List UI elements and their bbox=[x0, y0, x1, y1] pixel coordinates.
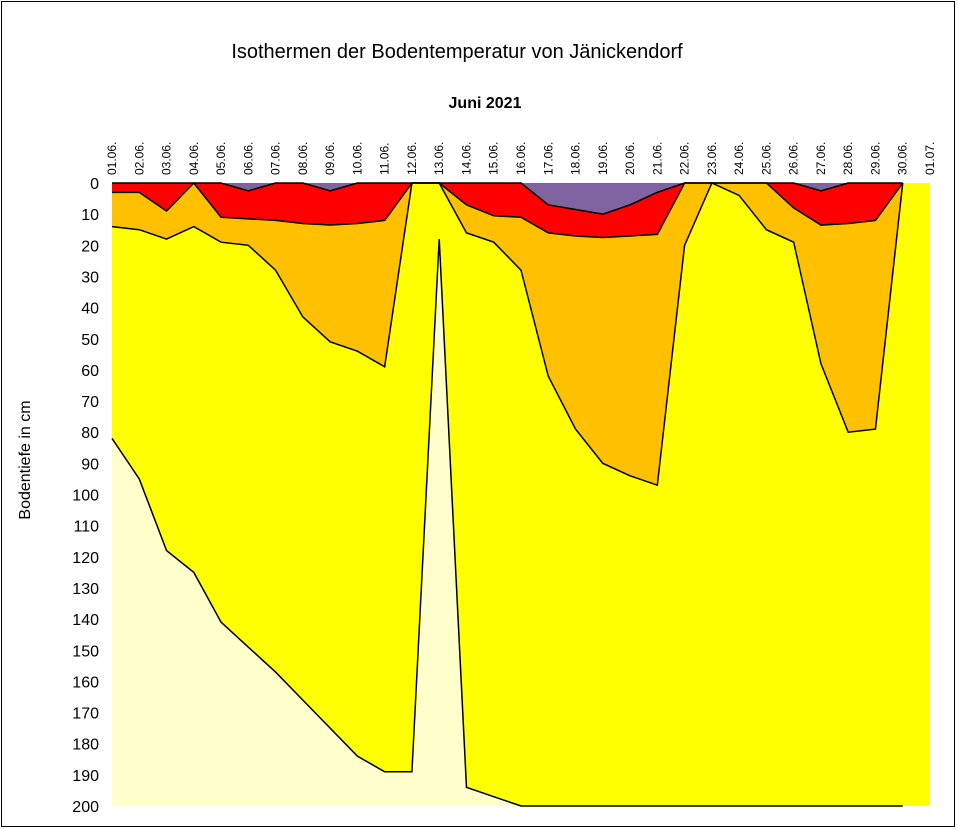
x-tick-label: 20.06. bbox=[623, 142, 637, 175]
x-tick-label: 05.06. bbox=[214, 142, 228, 175]
y-tick-label: 50 bbox=[81, 332, 99, 349]
x-tick-label: 18.06. bbox=[569, 142, 583, 175]
y-axis-label: Bodentiefe in cm bbox=[17, 400, 34, 519]
plot-area bbox=[111, 181, 930, 807]
y-tick-label: 150 bbox=[72, 643, 99, 660]
x-tick-label: 24.06. bbox=[732, 142, 746, 175]
x-tick-label: 23.06. bbox=[705, 142, 719, 175]
y-axis-ticks: 0 10 20 30 40 50 60 70 80 90 100 110 120 130 140 150 160… bbox=[72, 176, 99, 816]
x-tick-label: 25.06. bbox=[759, 142, 773, 175]
chart-title: Isothermen der Bodentemperatur von Jänic… bbox=[231, 41, 683, 63]
y-tick-label: 90 bbox=[81, 456, 99, 473]
x-tick-label: 15.06. bbox=[487, 142, 501, 175]
x-tick-label: 30.06. bbox=[896, 142, 910, 175]
x-tick-label: 21.06. bbox=[650, 142, 664, 175]
isotherm-area-3 bbox=[112, 183, 903, 215]
x-tick-label: 06.06. bbox=[241, 142, 255, 175]
isotherm-line-2 bbox=[112, 181, 904, 239]
x-tick-label: 17.06. bbox=[541, 142, 555, 175]
y-tick-label: 190 bbox=[72, 768, 99, 785]
isotherm-line-1 bbox=[111, 182, 904, 487]
x-axis-ticks: 01.06. 02.06. 03.06. 04.06. 05.06. 06.06. 07.0… bbox=[105, 142, 937, 175]
x-tick-label: 22.06. bbox=[678, 142, 692, 175]
x-tick-label: 12.06. bbox=[405, 142, 419, 175]
y-tick-label: 200 bbox=[72, 799, 99, 816]
y-tick-label: 140 bbox=[72, 612, 99, 629]
x-tick-label: 27.06. bbox=[814, 142, 828, 175]
x-tick-label: 13.06. bbox=[432, 142, 446, 175]
y-tick-label: 120 bbox=[72, 550, 99, 567]
x-tick-label: 03.06. bbox=[160, 142, 174, 175]
x-tick-label: 29.06. bbox=[868, 142, 882, 175]
x-tick-label: 07.06. bbox=[269, 142, 283, 175]
x-tick-label: 01.06. bbox=[105, 142, 119, 175]
y-tick-label: 20 bbox=[81, 238, 99, 255]
x-tick-label: 10.06. bbox=[350, 142, 364, 175]
chart-subtitle: Juni 2021 bbox=[449, 95, 522, 112]
y-tick-label: 160 bbox=[72, 674, 99, 691]
isotherm-area-0 bbox=[112, 183, 930, 806]
isotherm-area-4 bbox=[112, 239, 903, 806]
y-tick-label: 70 bbox=[81, 394, 99, 411]
x-tick-label: 01.07. bbox=[923, 142, 937, 175]
x-tick-label: 16.06. bbox=[514, 142, 528, 175]
y-tick-label: 40 bbox=[81, 301, 99, 318]
y-tick-label: 10 bbox=[81, 207, 99, 224]
y-tick-label: 0 bbox=[90, 176, 99, 193]
x-tick-label: 08.06. bbox=[296, 142, 310, 175]
isotherm-line-3 bbox=[112, 182, 903, 215]
y-tick-label: 110 bbox=[73, 519, 99, 536]
x-tick-label: 14.06. bbox=[459, 142, 473, 175]
isotherm-line-4 bbox=[111, 239, 903, 807]
x-tick-label: 02.06. bbox=[132, 142, 146, 175]
y-tick-label: 180 bbox=[72, 737, 99, 754]
x-tick-label: 11.06. bbox=[378, 143, 392, 175]
x-tick-label: 09.06. bbox=[323, 142, 337, 175]
x-tick-label: 28.06. bbox=[841, 142, 855, 175]
x-tick-label: 04.06. bbox=[187, 142, 201, 175]
y-tick-label: 100 bbox=[72, 488, 99, 505]
y-tick-label: 170 bbox=[72, 706, 99, 723]
x-tick-label: 26.06. bbox=[787, 142, 801, 175]
y-tick-label: 30 bbox=[81, 269, 99, 286]
y-tick-label: 80 bbox=[81, 425, 99, 442]
y-tick-label: 130 bbox=[72, 581, 99, 598]
isotherm-area-1 bbox=[112, 183, 903, 486]
x-tick-label: 19.06. bbox=[596, 142, 610, 175]
y-tick-label: 60 bbox=[81, 363, 99, 380]
